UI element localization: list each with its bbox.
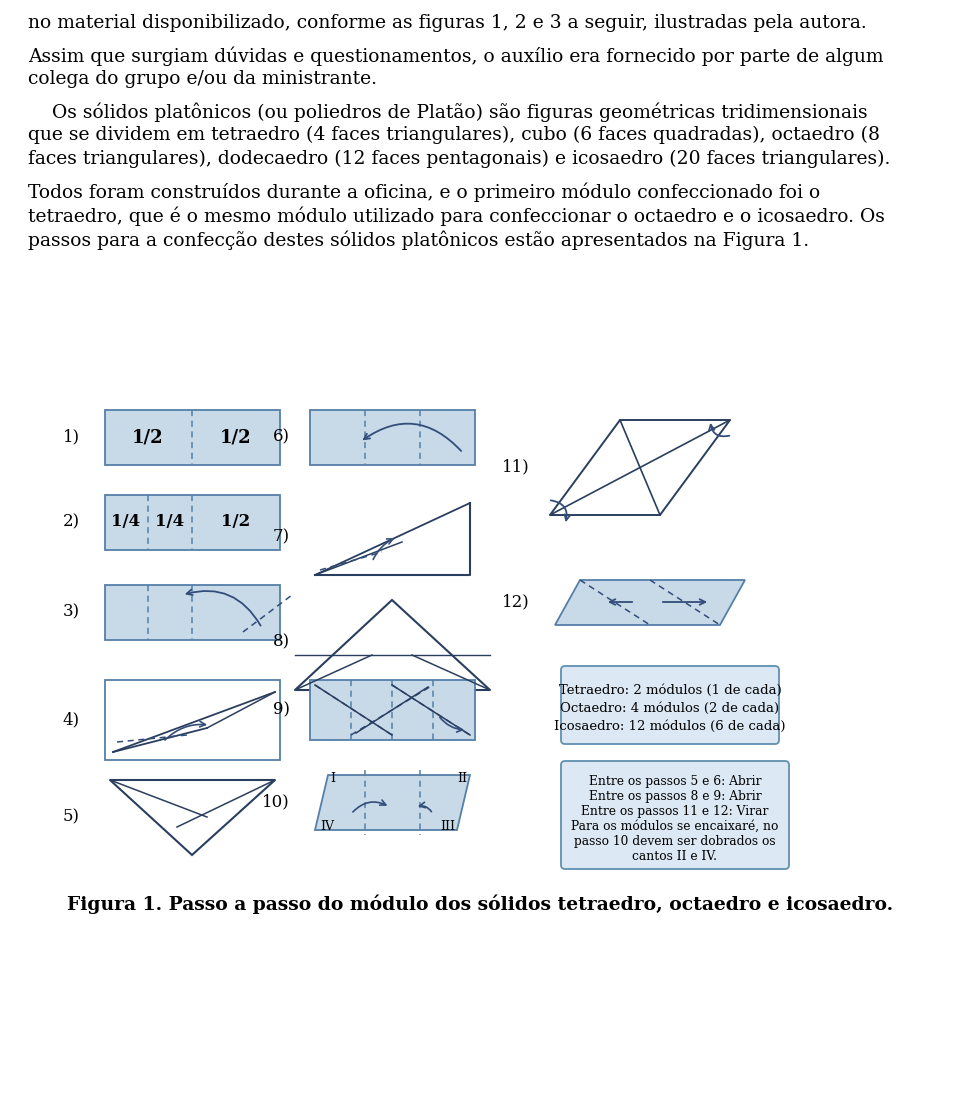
- Text: Todos foram construídos durante a oficina, e o primeiro módulo confeccionado foi: Todos foram construídos durante a oficin…: [28, 182, 820, 202]
- Text: passo 10 devem ser dobrados os: passo 10 devem ser dobrados os: [574, 835, 776, 849]
- Text: tetraedro, que é o mesmo módulo utilizado para confeccionar o octaedro e o icosa: tetraedro, que é o mesmo módulo utilizad…: [28, 206, 885, 226]
- Text: faces triangulares), dodecaedro (12 faces pentagonais) e icosaedro (20 faces tri: faces triangulares), dodecaedro (12 face…: [28, 150, 890, 169]
- Text: 1): 1): [62, 429, 80, 445]
- Text: II: II: [457, 771, 467, 785]
- FancyBboxPatch shape: [561, 761, 789, 869]
- Text: Para os módulos se encaixaré, no: Para os módulos se encaixaré, no: [571, 820, 779, 833]
- Text: 9): 9): [273, 702, 290, 719]
- Bar: [310, 410, 475, 465]
- Text: cantos II e IV.: cantos II e IV.: [633, 850, 717, 863]
- Text: 11): 11): [502, 458, 530, 475]
- Text: Entre os passos 11 e 12: Virar: Entre os passos 11 e 12: Virar: [582, 804, 769, 818]
- Text: I: I: [330, 771, 335, 785]
- Text: Assim que surgiam dúvidas e questionamentos, o auxílio era fornecido por parte d: Assim que surgiam dúvidas e questionamen…: [28, 46, 883, 65]
- FancyBboxPatch shape: [561, 666, 779, 744]
- Bar: [105, 495, 280, 550]
- Text: Figura 1. Passo a passo do módulo dos sólidos tetraedro, octaedro e icosaedro.: Figura 1. Passo a passo do módulo dos só…: [67, 895, 893, 915]
- Text: 7): 7): [273, 529, 290, 545]
- Text: 12): 12): [502, 594, 530, 611]
- Text: 4): 4): [62, 712, 80, 728]
- Text: Entre os passos 8 e 9: Abrir: Entre os passos 8 e 9: Abrir: [588, 790, 761, 803]
- Text: passos para a confecção destes sólidos platônicos estão apresentados na Figura 1: passos para a confecção destes sólidos p…: [28, 230, 809, 249]
- Bar: [105, 410, 280, 465]
- Text: 5): 5): [63, 809, 80, 825]
- Text: 1/2: 1/2: [132, 428, 164, 446]
- Text: Entre os passos 5 e 6: Abrir: Entre os passos 5 e 6: Abrir: [588, 775, 761, 788]
- Text: Octaedro: 4 módulos (2 de cada): Octaedro: 4 módulos (2 de cada): [561, 702, 780, 715]
- Polygon shape: [555, 580, 745, 625]
- Text: 6): 6): [273, 429, 290, 445]
- Text: 10): 10): [262, 793, 290, 810]
- Text: colega do grupo e/ou da ministrante.: colega do grupo e/ou da ministrante.: [28, 71, 377, 88]
- Text: 1/2: 1/2: [222, 514, 251, 530]
- Polygon shape: [315, 775, 470, 830]
- Text: Os sólidos platônicos (ou poliedros de Platão) são figuras geométricas tridimens: Os sólidos platônicos (ou poliedros de P…: [28, 102, 868, 121]
- Bar: [310, 680, 475, 741]
- Text: 1/4: 1/4: [111, 514, 140, 530]
- Text: no material disponibilizado, conforme as figuras 1, 2 e 3 a seguir, ilustradas p: no material disponibilizado, conforme as…: [28, 14, 867, 32]
- Text: Tetraedro: 2 módulos (1 de cada): Tetraedro: 2 módulos (1 de cada): [559, 684, 781, 696]
- Text: 1/2: 1/2: [220, 428, 252, 446]
- Text: 8): 8): [273, 634, 290, 650]
- Bar: [105, 680, 280, 760]
- Text: Icosaedro: 12 módulos (6 de cada): Icosaedro: 12 módulos (6 de cada): [554, 720, 785, 733]
- Text: que se dividem em tetraedro (4 faces triangulares), cubo (6 faces quadradas), oc: que se dividem em tetraedro (4 faces tri…: [28, 126, 880, 144]
- Bar: [105, 585, 280, 640]
- Text: IV: IV: [320, 821, 334, 833]
- Text: 3): 3): [62, 604, 80, 620]
- Text: III: III: [440, 821, 455, 833]
- Text: 2): 2): [62, 514, 80, 530]
- Text: 1/4: 1/4: [156, 514, 184, 530]
